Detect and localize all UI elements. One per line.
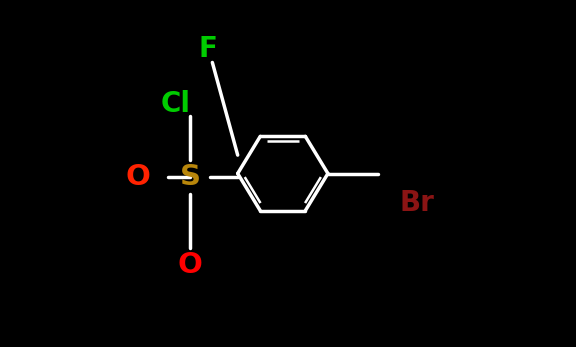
Text: S: S (180, 163, 200, 191)
Text: Br: Br (399, 189, 434, 217)
Text: O: O (178, 252, 203, 279)
Text: Cl: Cl (160, 90, 190, 118)
Text: F: F (198, 35, 217, 62)
Text: O: O (126, 163, 150, 191)
